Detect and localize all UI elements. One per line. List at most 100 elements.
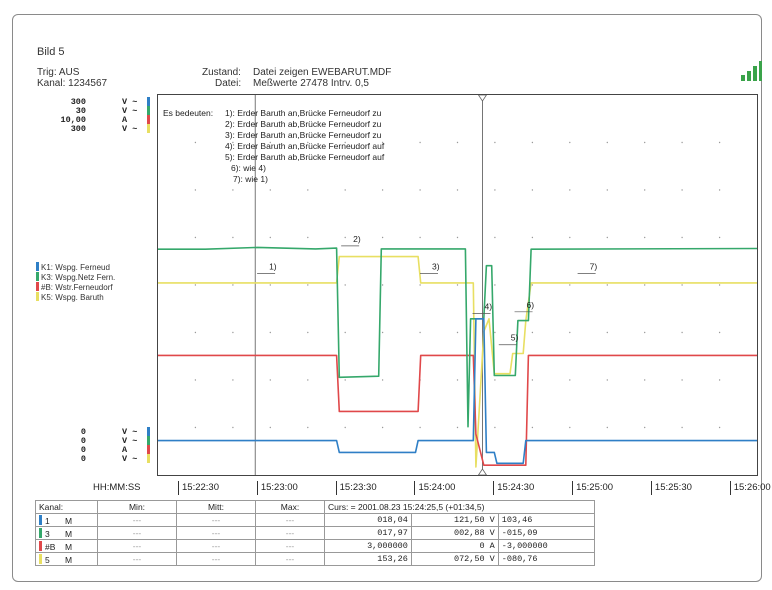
grid-dot: [194, 189, 197, 191]
series-line-green: [158, 246, 758, 428]
scale-color-bar: [147, 115, 150, 124]
channel-swatch: [39, 540, 42, 551]
grid-dot: [531, 426, 534, 429]
x-tick-label: 15:23:00: [256, 481, 298, 495]
legend-label: K5: Wspg. Baruth: [41, 293, 104, 302]
series-line-blue: [158, 318, 757, 465]
channel-swatch: [39, 553, 42, 564]
grid-dot: [606, 189, 608, 191]
grid-dot: [381, 141, 384, 144]
channel-swatch: [39, 514, 42, 525]
scale-value: 300: [70, 124, 86, 134]
grid-dot: [381, 331, 384, 334]
scale-color-bar: [147, 124, 150, 133]
grid-dot: [419, 141, 421, 144]
grid-dot: [456, 426, 459, 429]
channel-id: 1: [45, 515, 50, 526]
grid-dot: [681, 426, 683, 429]
legend-item: #B: Wstr.Ferneudorf: [36, 282, 113, 292]
scale-value: 300: [70, 97, 86, 107]
x-tick-label: 15:23:30: [335, 481, 377, 495]
annotation-line: 5): Erder Baruth ab,Brücke Ferneudorf au…: [225, 152, 385, 162]
scale-color-bar: [147, 454, 150, 463]
legend-swatch: [36, 272, 39, 281]
grid-dot: [456, 236, 459, 239]
x-tick-label: 15:26:00: [729, 481, 771, 495]
cursor-value-1: 017,97: [324, 526, 412, 540]
grid-dot: [569, 236, 571, 239]
scale-value: 30: [75, 106, 86, 116]
scale-value: 0: [80, 436, 86, 446]
grid-dot: [644, 141, 646, 144]
max-cell: ---: [255, 552, 325, 566]
x-tick-label: 15:24:00: [414, 481, 455, 495]
channel-id: 5: [45, 554, 50, 565]
grid-dot: [531, 236, 534, 239]
grid-dot: [494, 236, 496, 239]
annotation-line: 1): Erder Baruth an,Brücke Ferneudorf zu: [225, 108, 382, 118]
grid-dot: [606, 141, 608, 144]
channel-list: Kanal: 1234567: [37, 78, 108, 89]
grid-dot: [381, 284, 384, 286]
x-tick-label: 15:22:30: [178, 481, 219, 495]
grid-dot: [232, 236, 234, 239]
grid-dot: [307, 284, 309, 286]
grid-dot: [194, 141, 197, 144]
cursor-value-3: -015,09: [497, 526, 596, 540]
grid-dot: [569, 284, 571, 286]
signal-bars-icon: [741, 61, 762, 81]
grid-dot: [531, 189, 534, 191]
grid-dot: [307, 426, 309, 429]
grid-dot: [494, 189, 496, 191]
annotation-line: 7): wie 1): [233, 174, 268, 184]
grid-dot: [681, 379, 683, 381]
channel-mode: M: [65, 541, 73, 552]
scale-color-bar: [147, 97, 150, 106]
grid-dot: [456, 284, 459, 286]
grid-dot: [606, 331, 608, 334]
grid-dot: [681, 284, 683, 286]
datei-value: Meßwerte 27478 Intrv. 0,5: [253, 78, 369, 89]
grid-dot: [569, 426, 571, 429]
scale-color-bar: [147, 106, 150, 115]
grid-dot: [494, 331, 496, 334]
grid-dot: [718, 426, 721, 429]
series-line-red: [158, 354, 757, 466]
cursor-value-3: -080,76: [497, 552, 596, 566]
grid-dot: [644, 379, 646, 381]
channel-mode: M: [65, 528, 73, 539]
grid-dot: [232, 284, 234, 286]
grid-dot: [381, 189, 384, 191]
grid-dot: [456, 331, 459, 334]
scale-unit: V ~: [122, 454, 138, 464]
scale-value: 0: [80, 454, 86, 464]
scale-unit: A: [122, 115, 128, 125]
grid-dot: [644, 426, 646, 429]
grid-dot: [531, 141, 534, 144]
event-label: 1): [269, 261, 277, 271]
cursor-values-table: Kanal: Min: Mitt: Max: Curs: = 2001.08.2…: [35, 500, 596, 566]
grid-dot: [307, 189, 309, 191]
mitt-cell: ---: [176, 513, 256, 527]
grid-dot: [269, 141, 271, 144]
table-row: #B M --- --- --- 3,000000 0 A -3,000000: [35, 539, 596, 553]
grid-dot: [531, 284, 534, 286]
plot-area[interactable]: 1) 2) 3) 4) 5) 6) 7): [157, 94, 758, 476]
legend-item: K5: Wspg. Baruth: [36, 292, 104, 302]
grid-dot: [232, 189, 234, 191]
grid-dot: [718, 189, 721, 191]
zustand-value: Datei zeigen EWEBARUT.MDF: [253, 67, 392, 78]
min-cell: ---: [97, 552, 177, 566]
grid-dot: [194, 426, 197, 429]
grid-dot: [269, 236, 271, 239]
cursor-value-2: 002,88 V: [410, 526, 499, 540]
mitt-cell: ---: [176, 552, 256, 566]
table-row: 1 M --- --- --- 018,04 121,50 V 103,46: [35, 513, 596, 527]
x-tick-label: 15:24:30: [493, 481, 534, 495]
mitt-cell: ---: [176, 539, 256, 553]
channel-cell: #B M: [35, 539, 98, 553]
cursor-value-3: 103,46: [497, 513, 596, 527]
col-mitt: Mitt:: [176, 500, 256, 514]
annotation-line: 6): wie 4): [231, 163, 266, 173]
